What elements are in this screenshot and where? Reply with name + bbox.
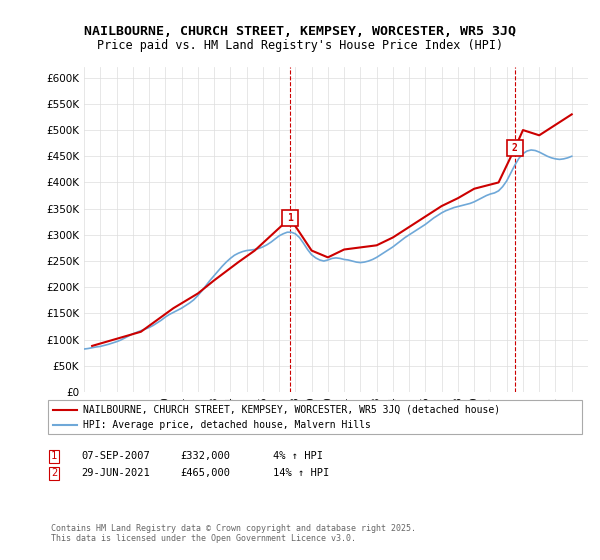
Text: 29-JUN-2021: 29-JUN-2021: [81, 468, 150, 478]
Text: 1: 1: [51, 451, 57, 461]
Text: 2: 2: [51, 468, 57, 478]
Text: NAILBOURNE, CHURCH STREET, KEMPSEY, WORCESTER, WR5 3JQ: NAILBOURNE, CHURCH STREET, KEMPSEY, WORC…: [84, 25, 516, 38]
Text: £332,000: £332,000: [180, 451, 230, 461]
Text: 1: 1: [287, 213, 293, 223]
Text: HPI: Average price, detached house, Malvern Hills: HPI: Average price, detached house, Malv…: [83, 419, 371, 430]
Text: Price paid vs. HM Land Registry's House Price Index (HPI): Price paid vs. HM Land Registry's House …: [97, 39, 503, 52]
Text: 14% ↑ HPI: 14% ↑ HPI: [273, 468, 329, 478]
Text: 2: 2: [512, 143, 518, 153]
Text: £465,000: £465,000: [180, 468, 230, 478]
Text: NAILBOURNE, CHURCH STREET, KEMPSEY, WORCESTER, WR5 3JQ (detached house): NAILBOURNE, CHURCH STREET, KEMPSEY, WORC…: [83, 405, 500, 415]
Text: 07-SEP-2007: 07-SEP-2007: [81, 451, 150, 461]
FancyBboxPatch shape: [48, 400, 582, 434]
Text: Contains HM Land Registry data © Crown copyright and database right 2025.
This d: Contains HM Land Registry data © Crown c…: [51, 524, 416, 543]
Text: 4% ↑ HPI: 4% ↑ HPI: [273, 451, 323, 461]
